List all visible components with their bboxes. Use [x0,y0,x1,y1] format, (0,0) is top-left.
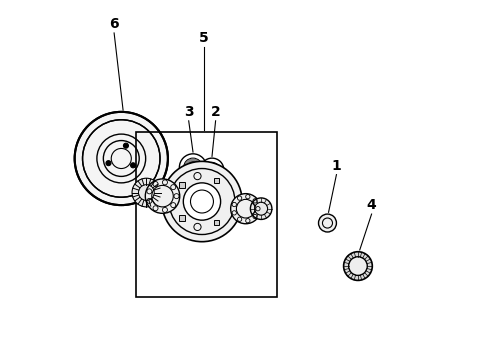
Text: 6: 6 [109,17,119,31]
Text: 4: 4 [367,198,376,212]
Circle shape [130,163,136,168]
Circle shape [106,161,111,166]
Circle shape [74,112,168,205]
Bar [214,178,220,183]
Circle shape [146,179,180,213]
Circle shape [183,183,220,220]
Bar [179,215,185,221]
Circle shape [123,143,128,148]
Circle shape [231,194,261,224]
Text: 5: 5 [199,31,209,45]
Circle shape [162,161,242,242]
Text: 2: 2 [211,105,220,119]
Text: 3: 3 [184,105,194,119]
Bar [214,220,220,225]
Circle shape [343,252,372,280]
Bar [179,182,185,188]
Circle shape [318,214,337,232]
Circle shape [250,198,272,220]
Text: 1: 1 [332,159,342,173]
Bar [136,132,277,297]
Circle shape [349,257,368,275]
Circle shape [132,178,161,207]
